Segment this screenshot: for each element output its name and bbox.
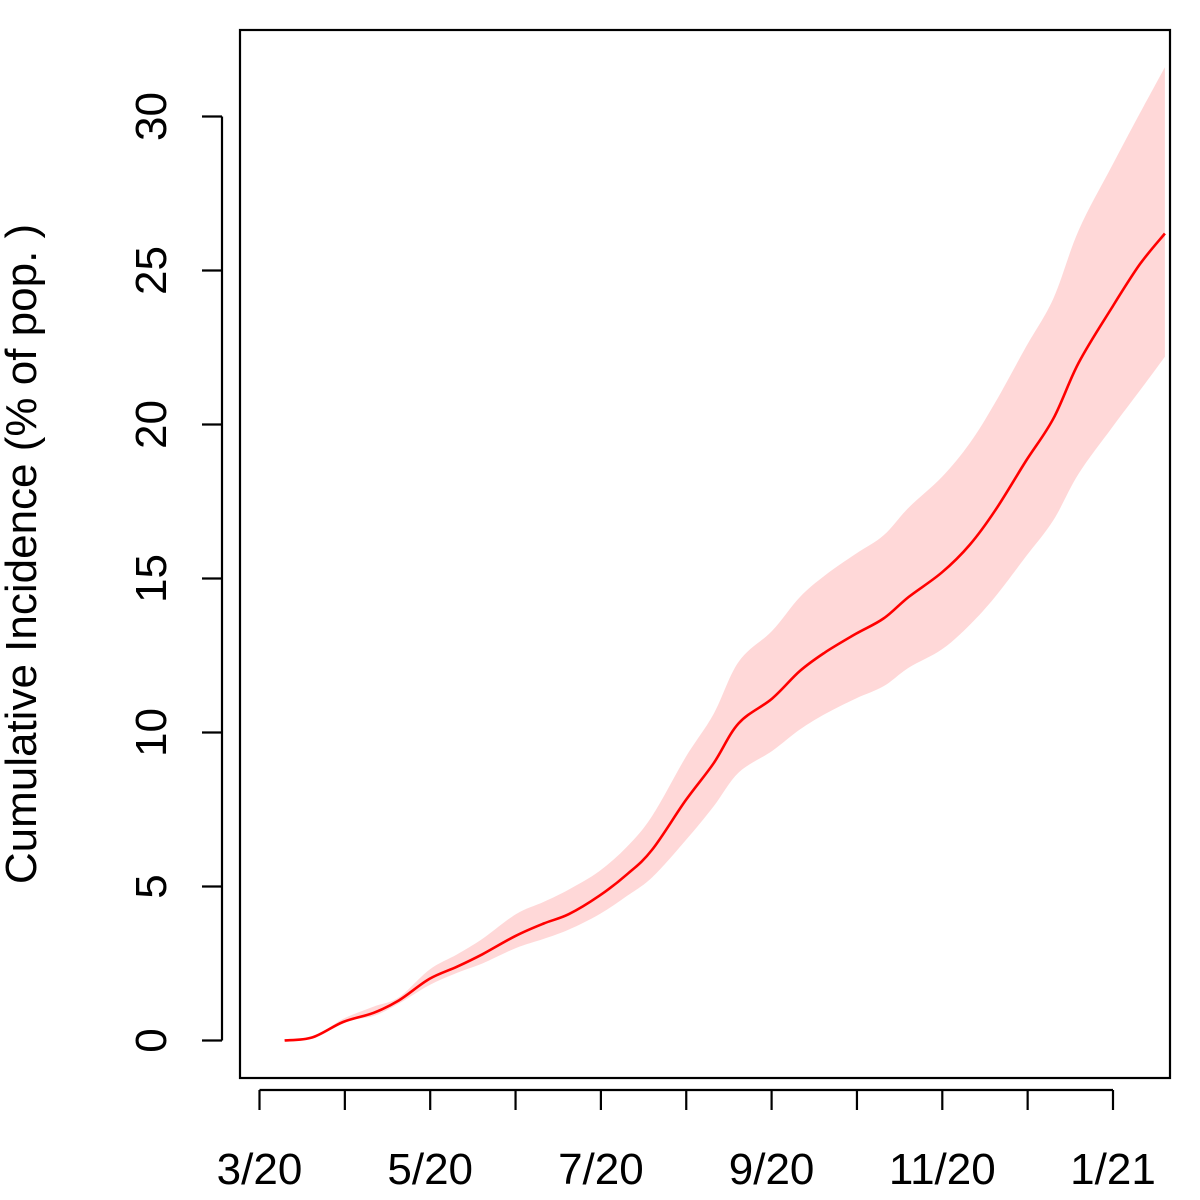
y-tick-label: 10 xyxy=(127,708,176,757)
y-axis-label: Cumulative Incidence (% of pop. ) xyxy=(0,224,46,884)
y-tick-label: 15 xyxy=(127,554,176,603)
y-tick-label: 25 xyxy=(127,246,176,295)
x-tick-label: 7/20 xyxy=(558,1145,644,1194)
y-tick-label: 20 xyxy=(127,400,176,449)
y-tick-label: 30 xyxy=(127,92,176,141)
x-axis: 3/20 5/20 7/20 9/20 11/20 1/21 xyxy=(217,1088,1156,1194)
y-tick-label: 0 xyxy=(127,1028,176,1052)
series-line-layer xyxy=(284,232,1166,1042)
y-tick-label: 5 xyxy=(127,874,176,898)
confidence-band-layer xyxy=(284,67,1165,1041)
confidence-band xyxy=(284,67,1165,1041)
series-line xyxy=(284,232,1166,1042)
x-tick-label: 1/21 xyxy=(1070,1145,1156,1194)
x-tick-label: 5/20 xyxy=(387,1145,473,1194)
x-tick-label: 9/20 xyxy=(729,1145,815,1194)
x-tick-label: 11/20 xyxy=(889,1145,996,1194)
x-tick-label: 3/20 xyxy=(217,1145,303,1194)
plot-frame xyxy=(238,28,1172,1080)
y-axis: 0 5 10 15 20 25 30 xyxy=(127,92,224,1053)
